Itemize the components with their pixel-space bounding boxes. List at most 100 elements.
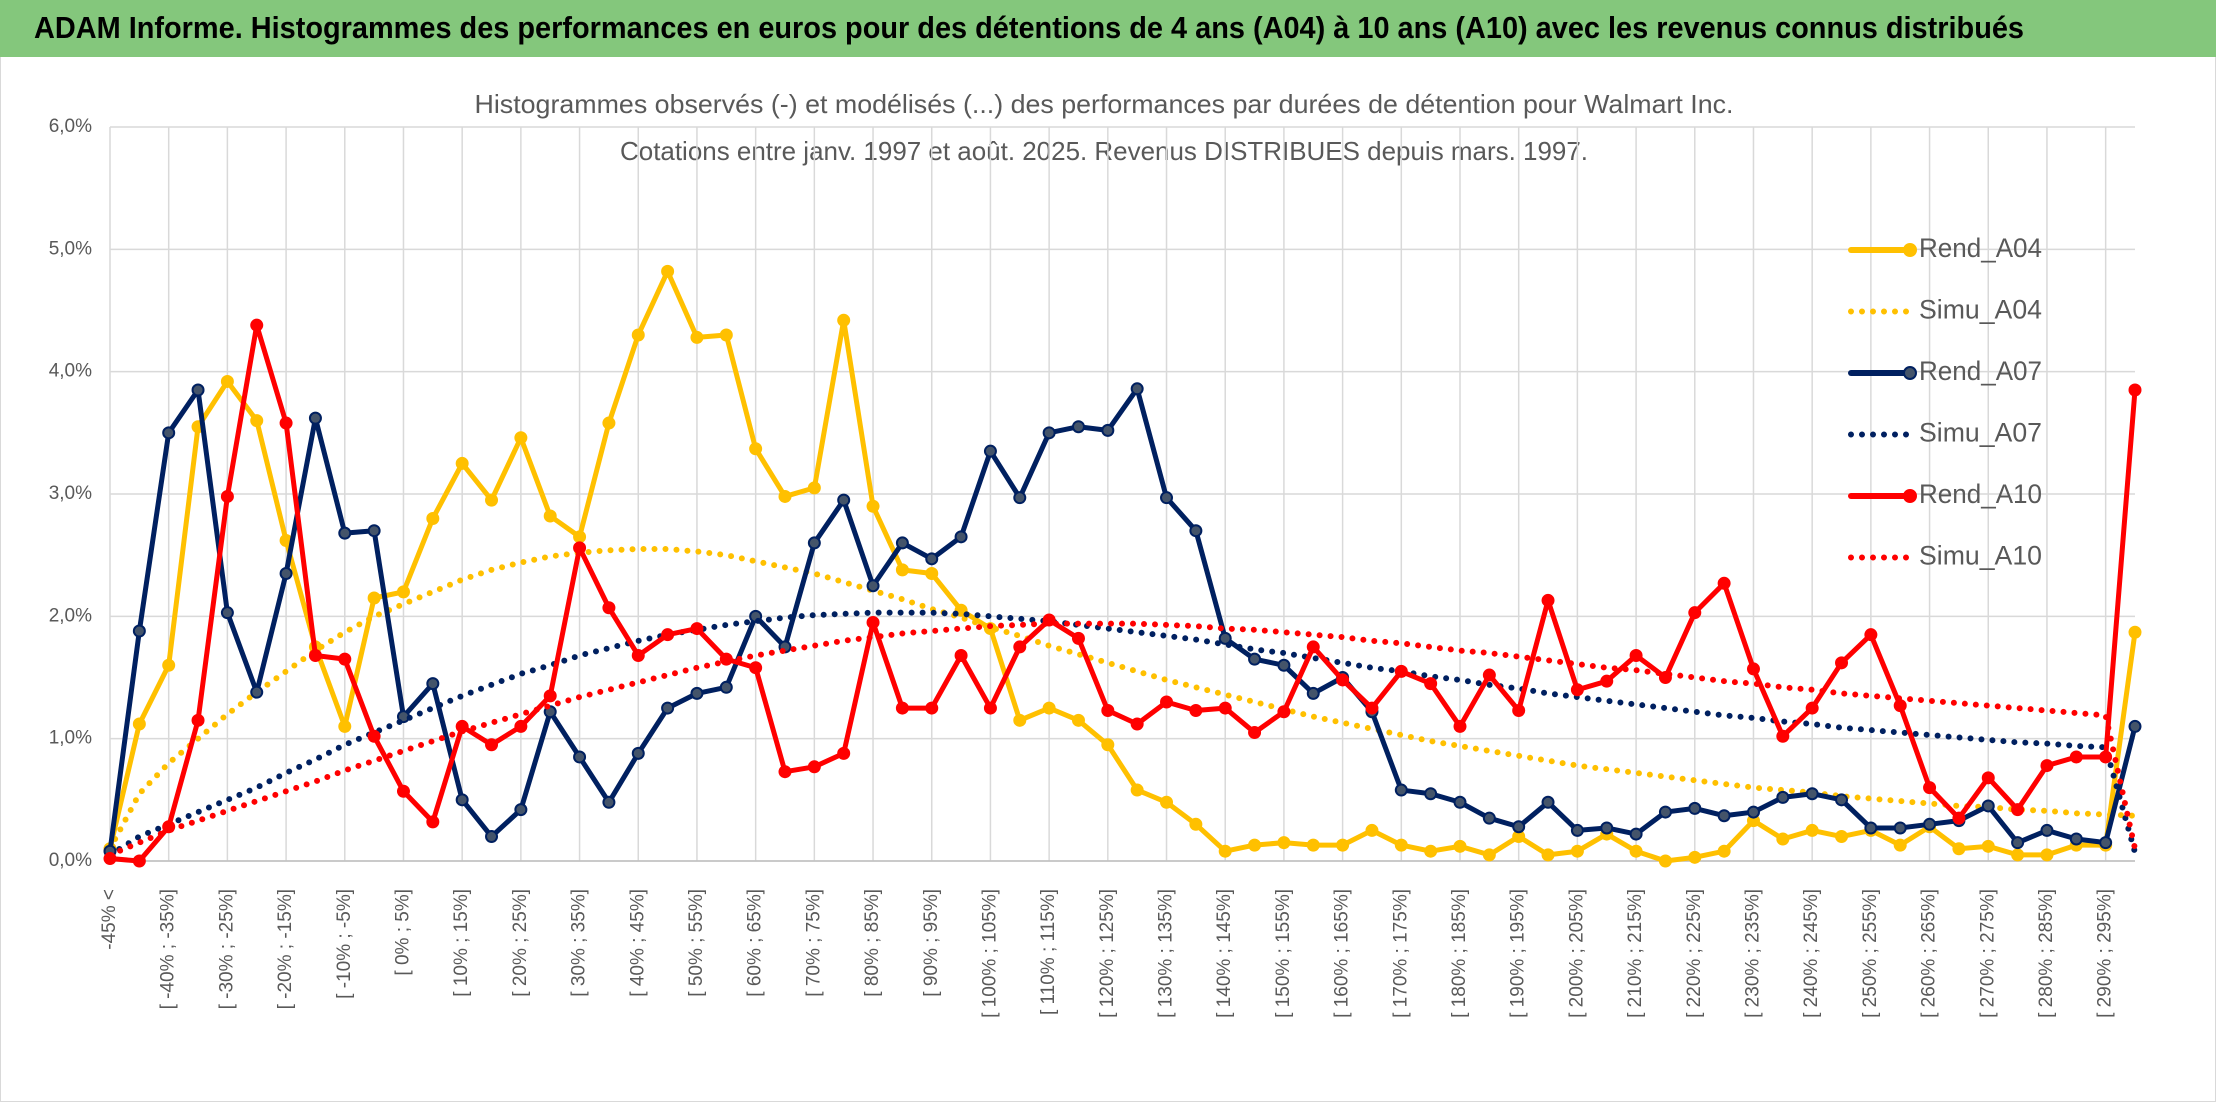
series-marker [631, 746, 645, 760]
series-marker [1893, 838, 1907, 852]
series-marker [1688, 801, 1702, 815]
series-marker [250, 318, 264, 332]
x-tick-label: [ 90% ; 95%] [921, 889, 942, 997]
series-marker [1482, 848, 1496, 862]
series-marker [983, 701, 997, 715]
series-marker [837, 313, 851, 327]
series-marker [661, 628, 675, 642]
series-marker [778, 765, 792, 779]
series-marker [1130, 783, 1144, 797]
series-marker [1981, 799, 1995, 813]
x-tick-label: [ 280% ; 285%] [2036, 889, 2057, 1018]
series-marker [191, 713, 205, 727]
series-marker [1189, 524, 1203, 538]
x-tick-label: [ 190% ; 195%] [1508, 889, 1529, 1018]
x-tick-label: [ 290% ; 295%] [2095, 889, 2116, 1018]
header-bar [0, 0, 2216, 57]
series-marker [1629, 827, 1643, 841]
series-marker [1277, 836, 1291, 850]
series-marker [1160, 695, 1174, 709]
series-marker [1835, 656, 1849, 670]
series-marker [954, 530, 968, 544]
series-marker [866, 615, 880, 629]
series-marker [1248, 652, 1262, 666]
series-marker [1453, 719, 1467, 733]
x-tick-label: [ 160% ; 165%] [1332, 889, 1353, 1018]
series-marker [1336, 673, 1350, 687]
legend-label: Simu_A04 [1919, 295, 2042, 325]
series-marker [866, 579, 880, 593]
legend-label: Simu_A07 [1919, 418, 2042, 448]
series-marker [1512, 704, 1526, 718]
series-marker [1893, 699, 1907, 713]
series-marker [308, 648, 322, 662]
series-marker [1248, 726, 1262, 740]
series-marker [866, 499, 880, 513]
x-tick-label: [ -20% ; -15%] [275, 889, 296, 1009]
series-marker [1277, 658, 1291, 672]
x-tick-label: [ 20% ; 25%] [510, 889, 531, 997]
series-marker [1981, 839, 1995, 853]
series-marker [1600, 674, 1614, 688]
series-line [107, 268, 2138, 864]
series-marker [1688, 850, 1702, 864]
x-tick-label: [ 180% ; 185%] [1449, 889, 1470, 1018]
x-tick-label: [ 120% ; 125%] [1097, 889, 1118, 1018]
series-marker [1160, 795, 1174, 809]
series-marker [895, 701, 909, 715]
series-marker [279, 567, 293, 581]
series-marker [837, 493, 851, 507]
series-marker [396, 585, 410, 599]
series-marker [2040, 848, 2054, 862]
series-marker [925, 701, 939, 715]
series-marker [1013, 713, 1027, 727]
series-marker [485, 830, 499, 844]
series-marker [1306, 686, 1320, 700]
series-marker [132, 854, 146, 868]
series-marker [1717, 809, 1731, 823]
series-line [107, 386, 2138, 854]
series-marker [2069, 832, 2083, 846]
series-marker [895, 563, 909, 577]
series-marker [573, 541, 587, 555]
x-tick-label: [ 130% ; 135%] [1156, 889, 1177, 1018]
series-marker [1394, 783, 1408, 797]
series-marker [1805, 823, 1819, 837]
series-marker [1541, 848, 1555, 862]
series-marker [1600, 821, 1614, 835]
series-marker [1394, 838, 1408, 852]
series-marker [1365, 823, 1379, 837]
y-tick-label: 6,0% [49, 116, 92, 137]
series-marker [1688, 606, 1702, 620]
series-marker [132, 717, 146, 731]
x-tick-label: [ 140% ; 145%] [1214, 889, 1235, 1018]
series-marker [1776, 790, 1790, 804]
series-marker [543, 509, 557, 523]
series-marker [1893, 821, 1907, 835]
series-marker [1306, 640, 1320, 654]
series-marker [807, 760, 821, 774]
legend-label: Simu_A10 [1919, 541, 2042, 571]
series-marker [2128, 719, 2142, 733]
series-marker [1424, 787, 1438, 801]
x-tick-label: [ 50% ; 55%] [686, 889, 707, 997]
series-marker [602, 416, 616, 430]
series-marker [1306, 838, 1320, 852]
series-marker [1160, 491, 1174, 505]
series-marker [485, 493, 499, 507]
legend-label: Rend_A07 [1919, 356, 2042, 386]
series-marker [954, 648, 968, 662]
series-marker [455, 793, 469, 807]
series-marker [983, 444, 997, 458]
series-marker [2069, 750, 2083, 764]
series-marker [514, 803, 528, 817]
legend-label: Rend_A10 [1919, 479, 2042, 509]
series-marker [1482, 668, 1496, 682]
series-marker [1218, 844, 1232, 858]
series-marker [338, 652, 352, 666]
series-marker [925, 552, 939, 566]
series-marker [1512, 820, 1526, 834]
series-line [107, 620, 2138, 858]
chart-title: ADAM Informe. Histogrammes des performan… [34, 10, 2024, 45]
